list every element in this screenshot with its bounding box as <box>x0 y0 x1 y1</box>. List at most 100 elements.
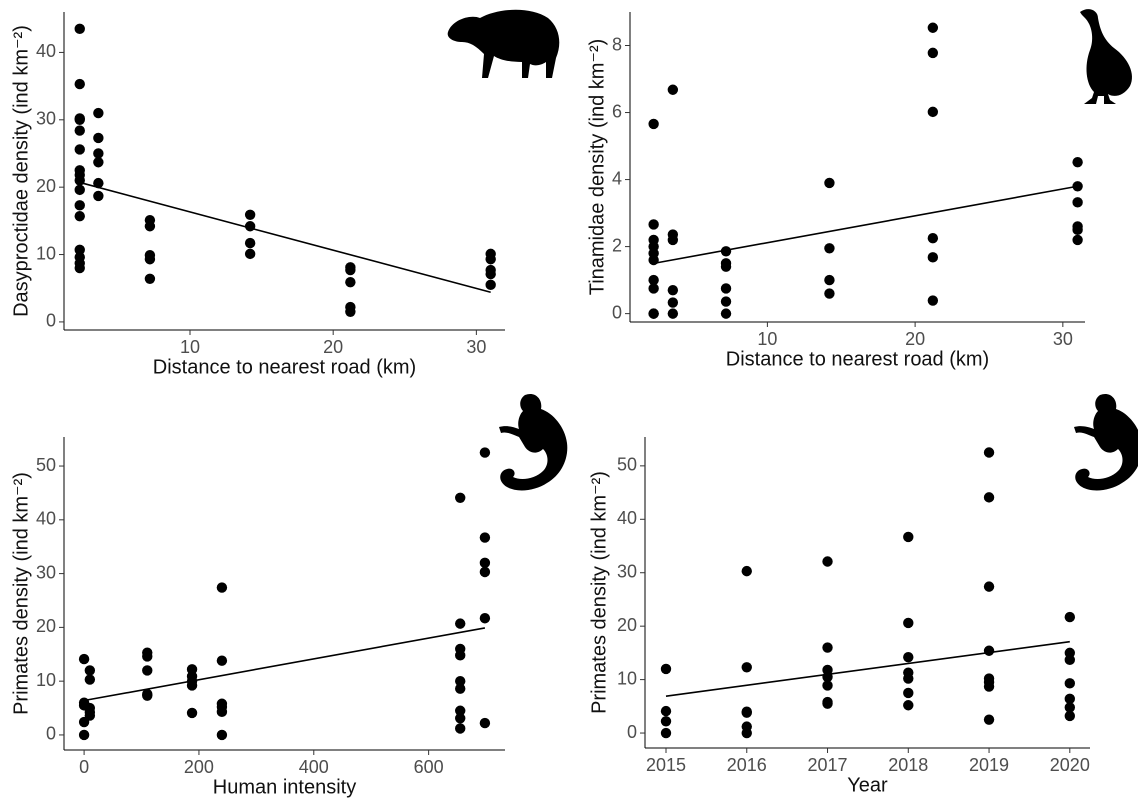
point <box>74 78 85 90</box>
point <box>667 284 679 296</box>
point <box>84 674 96 685</box>
y-tick-label: 20 <box>617 615 637 635</box>
y-tick-label: 40 <box>617 508 637 528</box>
x-tick-label: 600 <box>414 757 444 777</box>
point <box>648 274 659 286</box>
point <box>741 727 752 739</box>
point <box>144 221 156 232</box>
point <box>345 306 356 318</box>
point <box>345 264 356 276</box>
y-axis-title: Primates density (ind km⁻²) <box>10 472 32 715</box>
x-axis-title: Human intensity <box>213 776 356 798</box>
y-tick-label: 2 <box>612 235 622 255</box>
point <box>74 184 85 196</box>
point <box>455 618 466 629</box>
point <box>720 246 732 257</box>
point <box>822 698 833 709</box>
point <box>720 308 732 319</box>
point <box>144 273 156 284</box>
tinamou-silhouette <box>1080 9 1133 104</box>
y-tick-label: 0 <box>612 302 622 322</box>
point <box>648 219 659 230</box>
point <box>84 710 96 721</box>
point <box>660 705 672 717</box>
point <box>93 132 104 144</box>
point <box>720 261 732 272</box>
point <box>903 651 914 663</box>
point <box>824 288 835 299</box>
point <box>903 673 914 684</box>
trend-line <box>83 627 486 702</box>
point <box>455 675 466 687</box>
point <box>93 148 104 159</box>
x-tick-label: 2015 <box>646 755 686 775</box>
point <box>93 157 104 168</box>
point <box>983 645 995 656</box>
point <box>667 84 679 95</box>
point <box>485 254 496 265</box>
y-tick-label: 0 <box>627 722 637 742</box>
point <box>74 210 85 222</box>
point <box>648 118 659 130</box>
point <box>1064 678 1076 689</box>
y-tick-label: 20 <box>36 616 56 636</box>
y-tick-label: 4 <box>612 168 622 188</box>
point <box>822 642 833 653</box>
point <box>903 617 914 629</box>
x-axis-title: Year <box>847 774 888 796</box>
point <box>927 106 939 118</box>
y-tick-label: 50 <box>617 455 637 475</box>
point <box>1072 197 1083 208</box>
point <box>667 308 679 319</box>
point <box>1072 234 1083 246</box>
point <box>648 283 659 294</box>
point <box>144 254 156 265</box>
monkey-silhouette <box>1074 393 1138 491</box>
y-tick-label: 40 <box>36 509 56 529</box>
point <box>93 177 104 189</box>
point <box>1072 156 1083 168</box>
y-tick-label: 30 <box>36 109 56 129</box>
x-tick-label: 20 <box>905 329 925 349</box>
point <box>983 447 995 458</box>
y-tick-label: 8 <box>612 34 622 54</box>
point <box>927 22 939 33</box>
monkey-silhouette <box>499 393 568 491</box>
point <box>1064 654 1076 666</box>
x-tick-label: 0 <box>79 757 89 777</box>
x-tick-label: 10 <box>180 337 200 357</box>
x-tick-label: 2016 <box>727 755 767 775</box>
point <box>455 705 466 716</box>
point <box>455 723 466 734</box>
point <box>74 125 85 136</box>
point <box>667 234 679 246</box>
point <box>660 716 672 727</box>
point <box>983 714 995 725</box>
point <box>186 680 198 691</box>
point <box>74 262 85 274</box>
point <box>479 532 491 543</box>
point <box>485 268 496 280</box>
point <box>455 713 466 724</box>
x-tick-label: 2020 <box>1050 755 1090 775</box>
point <box>244 248 256 260</box>
point <box>244 209 256 220</box>
point <box>479 613 491 624</box>
point <box>824 274 835 286</box>
y-tick-label: 6 <box>612 101 622 121</box>
x-tick-label: 2017 <box>807 755 847 775</box>
y-tick-label: 10 <box>36 670 56 690</box>
trend-line <box>653 185 1078 265</box>
point <box>741 662 752 673</box>
point <box>455 683 466 694</box>
point <box>741 565 752 577</box>
trend-line <box>79 181 491 294</box>
point <box>927 252 939 263</box>
point <box>720 296 732 307</box>
x-tick-label: 20 <box>323 337 343 357</box>
y-tick-label: 0 <box>46 311 56 331</box>
point <box>822 680 833 691</box>
point <box>74 23 85 35</box>
point <box>216 706 228 718</box>
point <box>74 200 85 211</box>
